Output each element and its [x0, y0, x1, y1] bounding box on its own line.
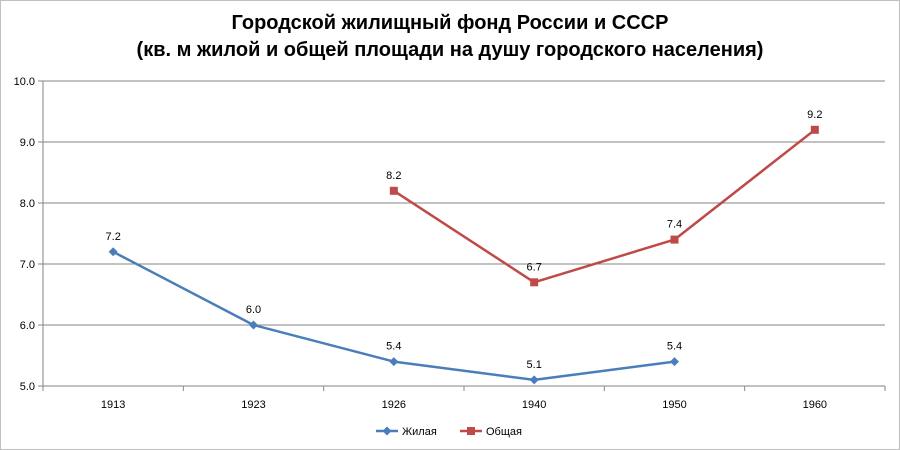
- x-tick-label: 1913: [101, 399, 125, 411]
- data-point: [389, 186, 398, 195]
- data-point: [389, 357, 399, 367]
- data-point: [529, 375, 539, 385]
- y-tick-label: 8.0: [20, 198, 35, 210]
- data-point: [108, 247, 118, 257]
- series-line-2: [393, 128, 816, 284]
- series-lines: [108, 125, 819, 385]
- data-point: [810, 125, 819, 134]
- y-tick-label: 5.0: [20, 381, 35, 393]
- legend-item-1: Жилая: [376, 426, 437, 438]
- data-label: 8.2: [386, 170, 401, 182]
- legend-label: Жилая: [402, 426, 437, 438]
- data-label: 5.1: [527, 359, 542, 371]
- data-label: 7.2: [106, 231, 121, 243]
- legend-label: Общая: [486, 426, 522, 438]
- data-label: 5.4: [667, 341, 682, 353]
- data-labels: 7.2 6.0 5.4 5.1 5.4 8.2 6.7 7.4 9.2: [106, 109, 823, 371]
- y-tick-label: 7.0: [20, 259, 35, 271]
- data-label: 5.4: [386, 341, 401, 353]
- y-tick-label: 9.0: [20, 137, 35, 149]
- x-tick-label: 1923: [241, 399, 265, 411]
- data-label: 6.0: [246, 304, 261, 316]
- x-tick-label: 1926: [382, 399, 406, 411]
- legend-marker: [467, 427, 475, 435]
- data-label: 6.7: [527, 261, 542, 273]
- data-label: 9.2: [807, 109, 822, 121]
- data-point: [530, 278, 539, 287]
- data-label: 7.4: [667, 219, 682, 231]
- legend-item-2: Общая: [460, 426, 522, 438]
- legend-marker: [382, 426, 392, 436]
- chart-title-line2: (кв. м жилой и общей площади на душу гор…: [136, 39, 764, 61]
- y-tick-label: 6.0: [20, 320, 35, 332]
- x-tick-label: 1960: [803, 399, 827, 411]
- data-point: [670, 357, 679, 367]
- legend: Жилая Общая: [376, 426, 522, 438]
- chart-title: Городской жилищный фонд России и СССР (к…: [0, 10, 900, 64]
- y-tick-label: 10.0: [14, 76, 35, 88]
- data-point: [670, 235, 679, 244]
- x-axis-ticks: 1913 1923 1926 1940 1950 1960: [42, 386, 886, 411]
- gridlines: [43, 80, 885, 387]
- x-tick-label: 1940: [522, 399, 546, 411]
- data-point: [249, 320, 258, 330]
- chart-title-line1: Городской жилищный фонд России и СССР: [231, 12, 669, 34]
- y-axis-ticks: 5.0 6.0 7.0 8.0 9.0 10.0: [14, 76, 43, 393]
- x-tick-label: 1950: [662, 399, 686, 411]
